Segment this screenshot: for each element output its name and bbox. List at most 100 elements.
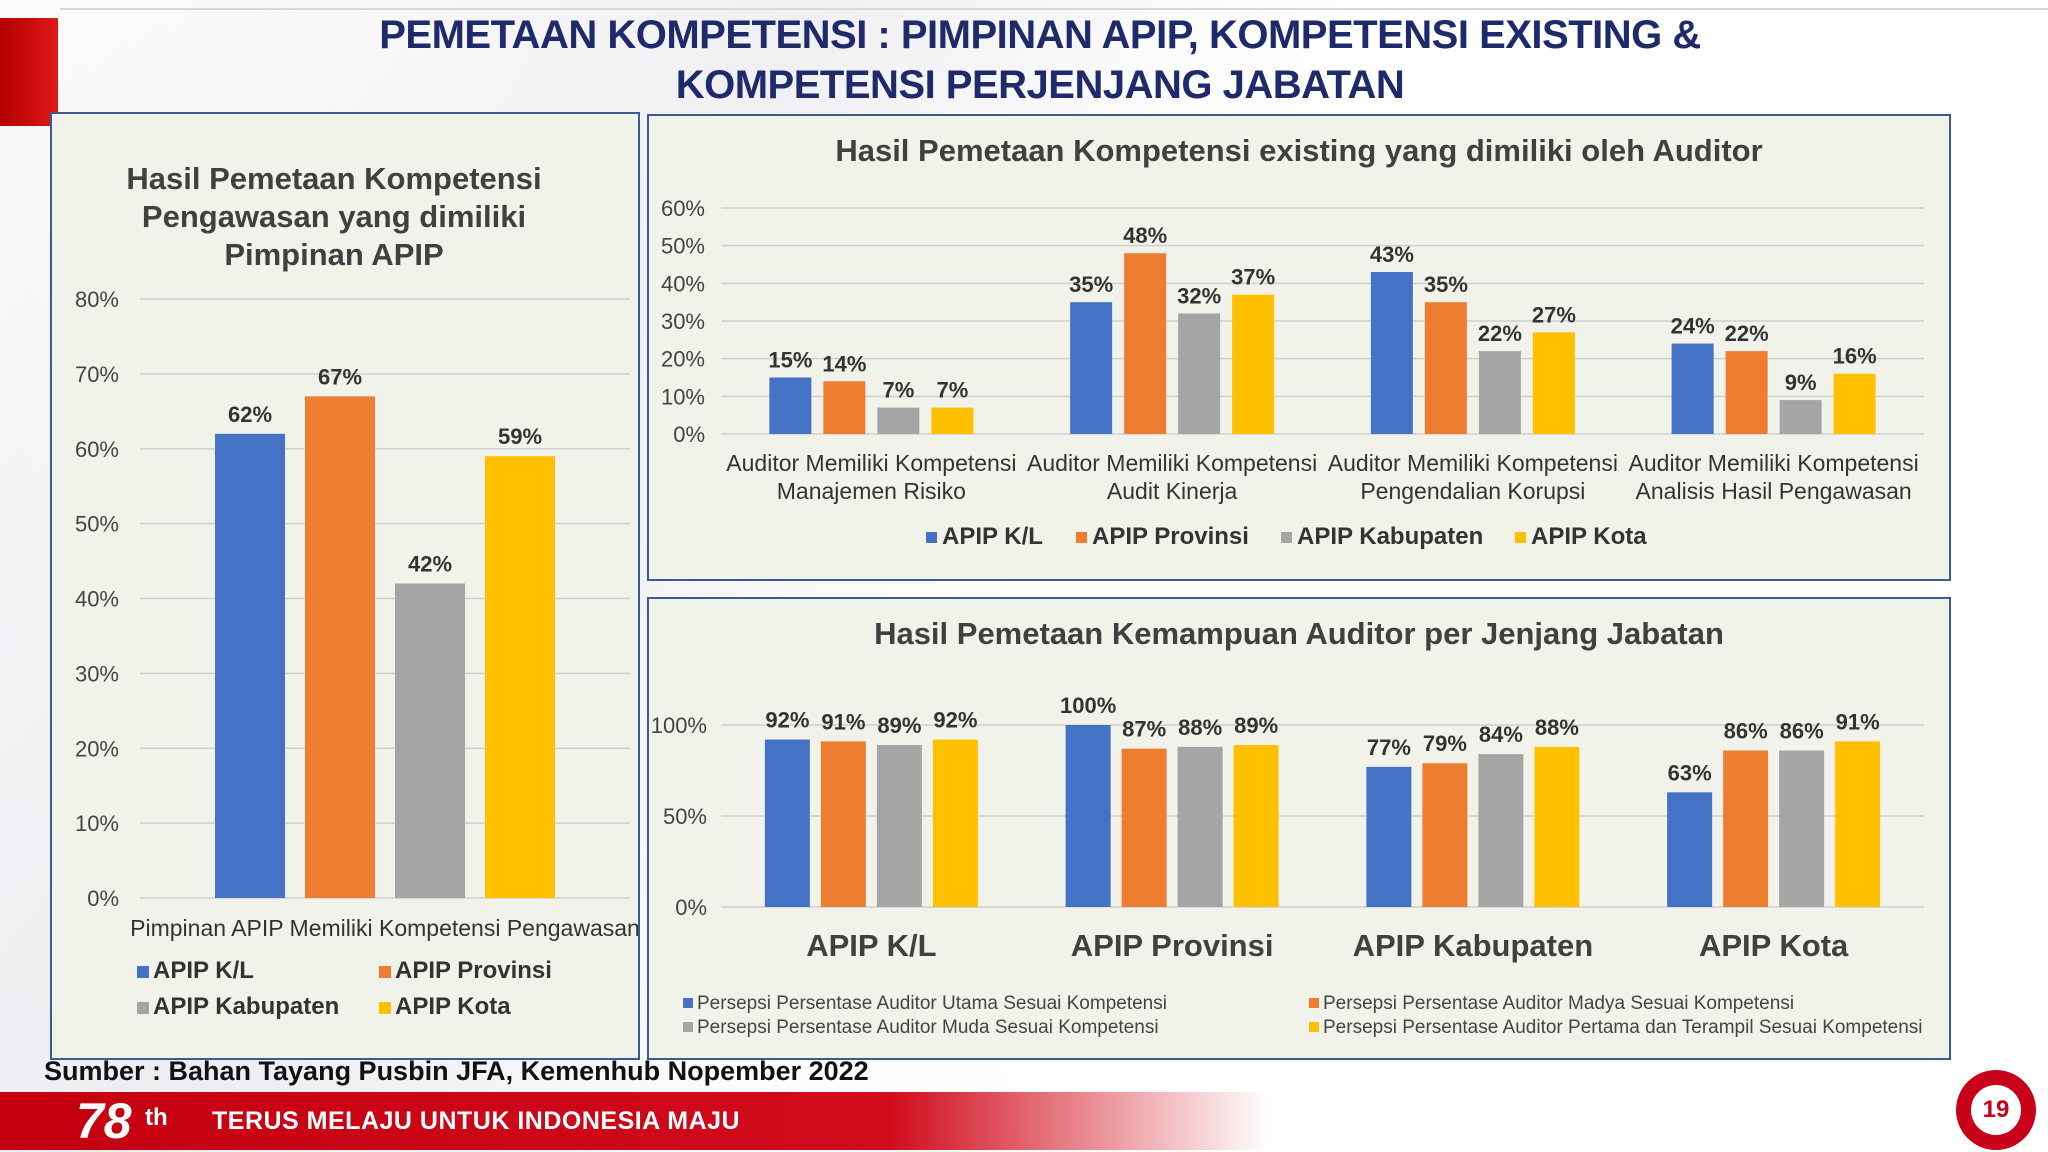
y-tick-label: 30% — [75, 661, 119, 686]
bar — [1835, 741, 1881, 907]
bar — [305, 396, 375, 898]
data-label: 24% — [1671, 314, 1715, 339]
data-label: 22% — [1725, 321, 1769, 346]
legend-label: APIP Kota — [395, 993, 511, 1020]
bar — [1065, 725, 1111, 907]
data-label: 89% — [877, 713, 921, 738]
bar — [1370, 272, 1413, 434]
data-label: 37% — [1231, 265, 1275, 290]
bar — [1534, 746, 1580, 907]
chart-title: Pimpinan APIP — [224, 237, 443, 272]
footer-slogan: TERUS MELAJU UNTUK INDONESIA MAJU — [212, 1107, 741, 1135]
legend-swatch — [1076, 532, 1087, 543]
bar — [1177, 746, 1223, 907]
y-tick-label: 50% — [75, 512, 119, 537]
bar — [395, 583, 465, 898]
data-label: 32% — [1177, 283, 1221, 308]
data-label: 89% — [1234, 713, 1278, 738]
legend-label: Persepsi Persentase Auditor Muda Sesuai … — [697, 1017, 1159, 1038]
legend-label: APIP Kabupaten — [153, 993, 339, 1020]
chart-panel-jenjang-jabatan: Hasil Pemetaan Kemampuan Auditor per Jen… — [647, 597, 1951, 1060]
y-tick-label: 40% — [661, 271, 705, 296]
legend-label: APIP Kota — [1531, 523, 1647, 550]
bar — [1124, 253, 1167, 434]
chart-jenjang-jabatan: Hasil Pemetaan Kemampuan Auditor per Jen… — [651, 616, 1924, 1038]
bar — [1667, 792, 1713, 907]
data-label: 7% — [936, 378, 968, 403]
data-label: 79% — [1423, 731, 1467, 756]
y-tick-label: 70% — [75, 362, 119, 387]
legend-label: APIP K/L — [153, 957, 254, 984]
footer-anniversary-number: 78 — [76, 1093, 132, 1149]
chart-panel-kompetensi-existing: Hasil Pemetaan Kompetensi existing yang … — [647, 114, 1951, 581]
bar — [1779, 750, 1825, 907]
bar — [932, 739, 978, 907]
category-label: Audit Kinerja — [1107, 478, 1238, 504]
chart-title: Hasil Pemetaan Kemampuan Auditor per Jen… — [874, 616, 1724, 651]
data-label: 9% — [1785, 370, 1817, 395]
bar — [823, 381, 866, 434]
data-label: 22% — [1478, 321, 1522, 346]
bar — [1422, 763, 1468, 907]
footer-bar — [0, 1092, 1270, 1150]
y-tick-label: 0% — [673, 422, 705, 447]
legend-swatch — [683, 998, 693, 1008]
bar — [1232, 294, 1275, 434]
y-tick-label: 50% — [663, 804, 707, 829]
bar — [764, 739, 810, 907]
data-label: 92% — [765, 708, 809, 733]
data-label: 87% — [1122, 717, 1166, 742]
legend-swatch — [1309, 1022, 1319, 1032]
y-tick-label: 0% — [675, 895, 707, 920]
data-label: 91% — [1836, 709, 1880, 734]
legend-label: Persepsi Persentase Auditor Utama Sesuai… — [697, 993, 1167, 1014]
y-tick-label: 40% — [75, 587, 119, 612]
legend-swatch — [137, 1002, 149, 1014]
legend-swatch — [379, 966, 391, 978]
bar — [877, 407, 920, 434]
bar — [1366, 766, 1412, 907]
data-label: 35% — [1424, 272, 1468, 297]
legend-label: Persepsi Persentase Auditor Madya Sesuai… — [1323, 993, 1794, 1014]
slide-title: PEMETAAN KOMPETENSI : PIMPINAN APIP, KOM… — [350, 10, 1730, 110]
data-label: 27% — [1532, 302, 1576, 327]
legend-label: APIP Kabupaten — [1297, 523, 1483, 550]
chart-title: Hasil Pemetaan Kompetensi existing yang … — [835, 133, 1762, 168]
red-corner-accent — [0, 18, 58, 126]
y-tick-label: 20% — [75, 736, 119, 761]
bar — [1424, 302, 1467, 434]
category-label: Pimpinan APIP Memiliki Kompetensi Pengaw… — [130, 915, 638, 941]
data-label: 67% — [318, 364, 362, 389]
category-label: Manajemen Risiko — [777, 478, 966, 504]
bar — [1532, 332, 1575, 434]
y-tick-label: 60% — [75, 437, 119, 462]
category-label: APIP K/L — [806, 928, 936, 963]
bar — [931, 407, 974, 434]
bar — [1779, 400, 1822, 434]
bar — [215, 433, 285, 898]
data-label: 88% — [1535, 715, 1579, 740]
source-note: Sumber : Bahan Tayang Pusbin JFA, Kemenh… — [44, 1056, 869, 1086]
y-tick-label: 80% — [75, 287, 119, 312]
chart-title: Pengawasan yang dimiliki — [142, 199, 526, 234]
data-label: 62% — [228, 402, 272, 427]
y-tick-label: 100% — [651, 713, 707, 738]
category-label: APIP Provinsi — [1071, 928, 1274, 963]
legend-swatch — [926, 532, 937, 543]
bar — [1833, 373, 1876, 434]
bar — [1070, 302, 1113, 434]
chart-kompetensi-existing: Hasil Pemetaan Kompetensi existing yang … — [661, 133, 1924, 550]
category-label: APIP Kabupaten — [1353, 928, 1594, 963]
bar — [769, 377, 812, 434]
y-tick-label: 60% — [661, 196, 705, 221]
data-label: 86% — [1724, 718, 1768, 743]
legend-swatch — [1281, 532, 1292, 543]
chart-title: Hasil Pemetaan Kompetensi — [126, 161, 541, 196]
data-label: 92% — [933, 708, 977, 733]
data-label: 42% — [408, 552, 452, 577]
category-label: Analisis Hasil Pengawasan — [1636, 478, 1912, 504]
page-number: 19 — [1966, 1080, 2026, 1140]
legend-swatch — [137, 966, 149, 978]
chart-panel-pimpinan-apip: Hasil Pemetaan Kompetensi Pengawasan yang… — [50, 112, 640, 1060]
